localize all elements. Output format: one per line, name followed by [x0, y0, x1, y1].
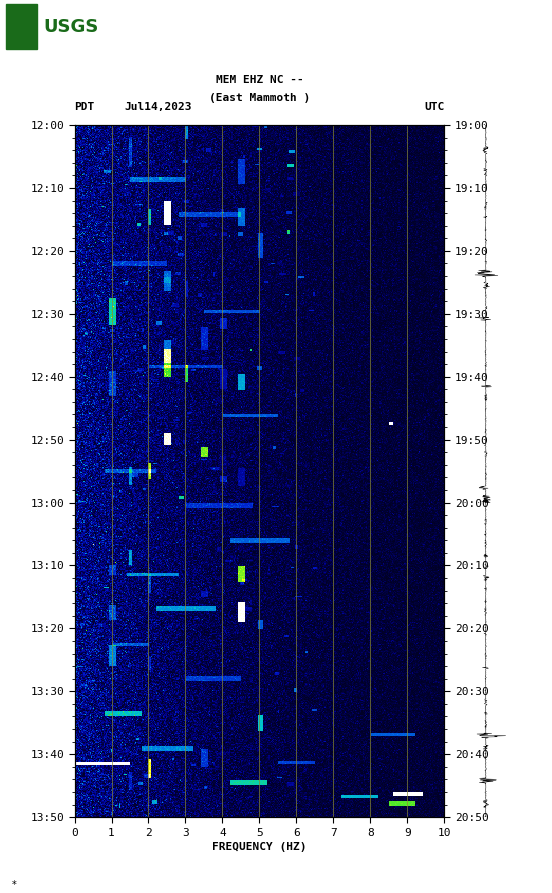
Text: Jul14,2023: Jul14,2023	[124, 102, 192, 112]
Bar	[6, 4, 38, 49]
Text: PDT: PDT	[75, 102, 95, 112]
Text: USGS: USGS	[43, 18, 99, 36]
Text: UTC: UTC	[424, 102, 444, 112]
Text: $*$: $*$	[11, 878, 18, 888]
X-axis label: FREQUENCY (HZ): FREQUENCY (HZ)	[212, 842, 307, 852]
Text: MEM EHZ NC --: MEM EHZ NC --	[216, 75, 303, 85]
Text: (East Mammoth ): (East Mammoth )	[209, 93, 310, 103]
